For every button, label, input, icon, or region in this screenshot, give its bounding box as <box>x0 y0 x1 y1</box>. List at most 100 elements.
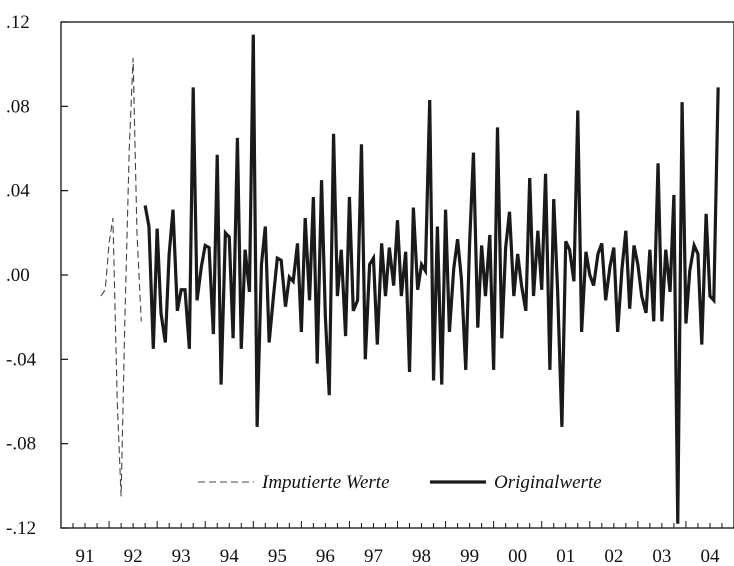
x-tick-label: 97 <box>364 546 383 566</box>
original-point <box>225 232 226 233</box>
original-point <box>641 295 642 296</box>
original-point <box>265 226 266 227</box>
original-point <box>165 342 166 343</box>
original-point <box>177 310 178 311</box>
original-point <box>397 220 398 221</box>
original-point <box>381 243 382 244</box>
original-point <box>389 247 390 248</box>
x-tick-label: 03 <box>652 546 671 566</box>
original-point <box>377 344 378 345</box>
original-point <box>525 310 526 311</box>
original-point <box>293 281 294 282</box>
original-point <box>585 251 586 252</box>
original-point <box>157 228 158 229</box>
imputed-point <box>133 57 134 58</box>
original-point <box>325 317 326 318</box>
original-point <box>589 274 590 275</box>
original-point <box>417 289 418 290</box>
original-point <box>445 209 446 210</box>
original-point <box>597 253 598 254</box>
y-tick-label: -.04 <box>6 349 37 370</box>
original-point <box>465 369 466 370</box>
original-point <box>253 34 254 35</box>
y-tick-label: .12 <box>6 12 30 33</box>
original-point <box>413 207 414 208</box>
original-point <box>541 289 542 290</box>
original-point <box>561 426 562 427</box>
original-point <box>669 291 670 292</box>
original-point <box>613 247 614 248</box>
x-tick-label: 91 <box>76 546 95 566</box>
original-point <box>533 295 534 296</box>
original-point <box>301 331 302 332</box>
original-point <box>353 310 354 311</box>
original-point <box>621 268 622 269</box>
original-point <box>706 213 707 214</box>
original-point <box>184 289 185 290</box>
imputed-point <box>129 148 130 149</box>
original-point <box>577 110 578 111</box>
original-point <box>473 152 474 153</box>
original-point <box>277 258 278 259</box>
x-tick-label: 98 <box>412 546 431 566</box>
x-tick-label: 04 <box>700 546 720 566</box>
imputed-point <box>120 496 121 497</box>
x-tick-label: 00 <box>508 546 527 566</box>
y-tick-label: .08 <box>6 96 30 117</box>
original-point <box>405 251 406 252</box>
original-point <box>365 359 366 360</box>
original-point <box>172 209 173 210</box>
original-point <box>313 196 314 197</box>
x-tick-label: 99 <box>460 546 479 566</box>
x-tick-label: 95 <box>268 546 287 566</box>
original-point <box>213 333 214 334</box>
original-point <box>545 173 546 174</box>
original-point <box>509 211 510 212</box>
original-point <box>193 87 194 88</box>
original-point <box>425 270 426 271</box>
original-point <box>317 363 318 364</box>
original-point <box>437 226 438 227</box>
original-point <box>697 253 698 254</box>
original-point <box>261 264 262 265</box>
original-point <box>565 241 566 242</box>
original-point <box>605 300 606 301</box>
original-point <box>281 260 282 261</box>
original-point <box>653 321 654 322</box>
original-point <box>661 321 662 322</box>
original-point <box>357 300 358 301</box>
original-point <box>148 226 149 227</box>
original-point <box>181 289 182 290</box>
original-point <box>529 177 530 178</box>
original-point <box>189 348 190 349</box>
original-point <box>349 196 350 197</box>
x-tick-label: 94 <box>220 546 240 566</box>
original-point <box>581 331 582 332</box>
original-point <box>153 348 154 349</box>
x-tick-label: 92 <box>124 546 143 566</box>
original-point <box>309 300 310 301</box>
original-point <box>557 289 558 290</box>
original-point <box>485 295 486 296</box>
original-point <box>489 234 490 235</box>
original-series-line <box>143 34 720 524</box>
imputed-series-line <box>100 57 142 497</box>
original-point <box>501 338 502 339</box>
original-point <box>701 344 702 345</box>
y-tick-label: .00 <box>6 265 30 286</box>
x-tick-label: 93 <box>172 546 191 566</box>
original-point <box>461 279 462 280</box>
x-tick-label: 02 <box>604 546 623 566</box>
legend-label-original: Originalwerte <box>494 472 602 493</box>
x-tick-label: 96 <box>316 546 335 566</box>
original-point <box>201 266 202 267</box>
x-tick-label: 01 <box>556 546 575 566</box>
original-point <box>633 245 634 246</box>
original-point <box>665 249 666 250</box>
y-tick-label: .04 <box>6 181 30 202</box>
original-point <box>245 249 246 250</box>
original-point <box>421 264 422 265</box>
original-point <box>305 217 306 218</box>
original-point <box>549 369 550 370</box>
original-point <box>337 295 338 296</box>
